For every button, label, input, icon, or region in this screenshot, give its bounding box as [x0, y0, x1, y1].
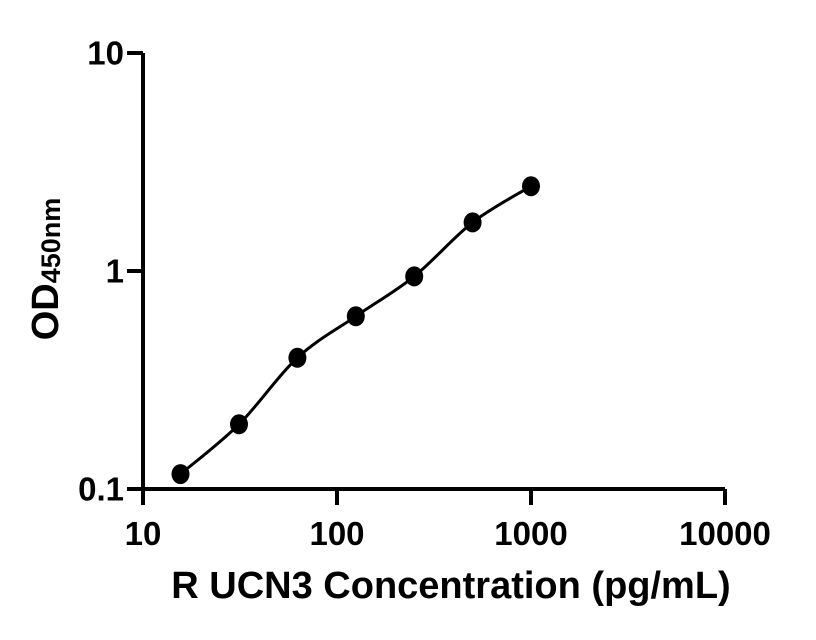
x-axis-title: R UCN3 Concentration (pg/mL): [171, 565, 731, 607]
y-axis-title: OD450nm: [25, 197, 67, 341]
y-axis-title-subscript: 450nm: [36, 197, 66, 284]
y-tick-label: 0.1: [78, 470, 124, 508]
x-tick-label: 100: [309, 515, 365, 552]
data-point-marker: [230, 414, 248, 435]
x-tick-label: 10000: [679, 515, 771, 552]
x-tick-label: 1000: [494, 515, 568, 552]
data-point-marker: [405, 266, 424, 287]
x-tick-label: 10: [124, 515, 162, 552]
y-axis-title-main: OD: [25, 283, 67, 341]
data-point-marker: [346, 306, 365, 327]
y-tick-label: 10: [87, 34, 124, 72]
y-tick-label: 1: [105, 252, 124, 290]
data-point-marker: [288, 347, 307, 368]
data-point-marker: [171, 464, 190, 485]
data-point-marker: [463, 212, 482, 233]
data-point-marker: [522, 176, 540, 197]
